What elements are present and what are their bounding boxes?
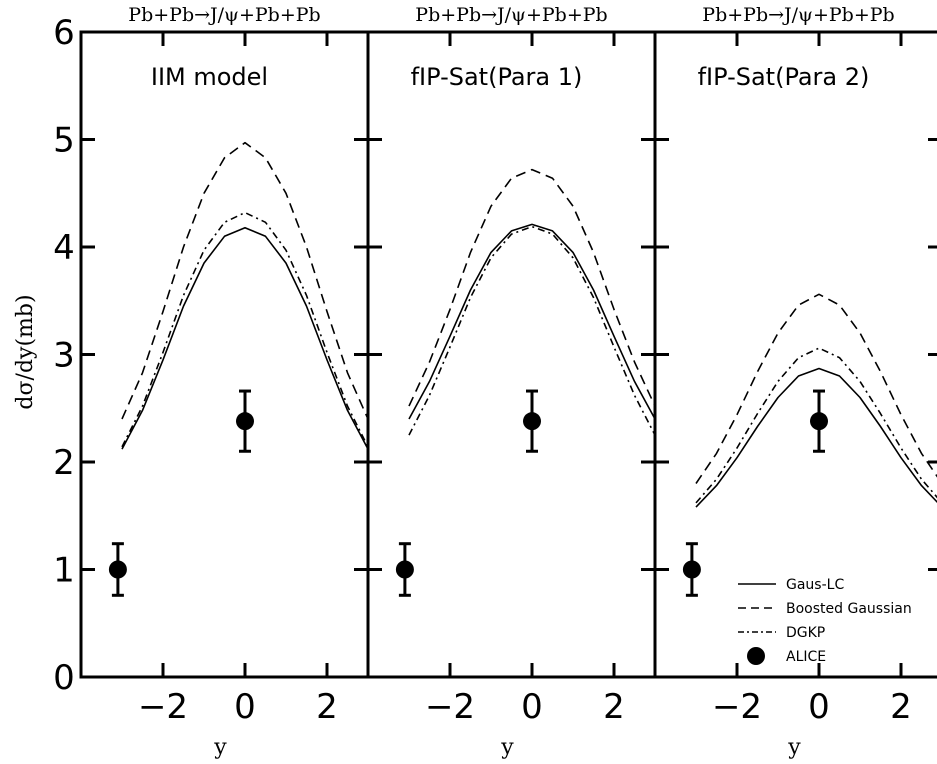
y-tick-label: 5	[53, 121, 75, 161]
panel-title-1: Pb+Pb→J/ψ+Pb+Pb	[128, 4, 320, 26]
model-label-2: fIP-Sat(Para 1)	[411, 63, 583, 91]
x-tick-label: 2	[316, 687, 338, 727]
model-label-3: fIP-Sat(Para 2)	[698, 63, 870, 91]
series-gaus-lc-line	[121, 226, 369, 450]
series-boosted-gaussian-line	[695, 293, 937, 484]
panel-title-2: Pb+Pb→J/ψ+Pb+Pb	[415, 4, 607, 26]
panel-title-3: Pb+Pb→J/ψ+Pb+Pb	[702, 4, 894, 26]
x-axis-label-2: y	[500, 735, 514, 760]
legend-label-alice: ALICE	[786, 649, 826, 665]
series-dgkp-line	[408, 225, 656, 436]
alice-point	[682, 560, 701, 579]
y-tick-label: 2	[53, 443, 75, 483]
alice-point	[108, 560, 127, 579]
series-gaus-lc-line	[408, 223, 656, 420]
x-tick-label: 2	[603, 687, 625, 727]
x-tick-label: −2	[425, 687, 475, 727]
x-tick-label: 0	[234, 687, 256, 727]
series-boosted-gaussian-line	[408, 168, 656, 407]
legend-label-gaus-lc: Gaus-LC	[786, 577, 844, 593]
y-tick-label: 3	[53, 336, 75, 376]
alice-point	[810, 412, 828, 431]
x-axis-label-1: y	[213, 735, 227, 760]
x-axis-label-3: y	[787, 735, 801, 760]
x-tick-label: 0	[808, 687, 830, 727]
y-tick-label: 1	[53, 551, 75, 591]
series-boosted-gaussian-line	[121, 141, 369, 420]
x-tick-label: −2	[138, 687, 188, 727]
series-dgkp-line	[695, 347, 937, 504]
legend-label-boosted-gaussian: Boosted Gaussian	[786, 601, 912, 617]
y-tick-label: 6	[53, 13, 75, 53]
legend-marker-alice	[747, 647, 765, 665]
legend-label-dgkp: DGKP	[786, 625, 825, 641]
x-tick-label: 2	[890, 687, 912, 727]
series-dgkp-line	[121, 211, 369, 448]
series-gaus-lc-line	[695, 367, 937, 508]
x-tick-label: −2	[712, 687, 762, 727]
alice-point	[523, 412, 541, 431]
x-tick-label: 0	[521, 687, 543, 727]
y-tick-label: 4	[53, 228, 75, 268]
y-axis-label: dσ/dy(mb)	[13, 294, 38, 409]
panel-frame-2	[366, 30, 657, 679]
alice-point	[236, 412, 254, 431]
y-tick-label: 0	[53, 658, 75, 698]
model-label-1: IIM model	[151, 63, 268, 91]
alice-point	[395, 560, 414, 579]
